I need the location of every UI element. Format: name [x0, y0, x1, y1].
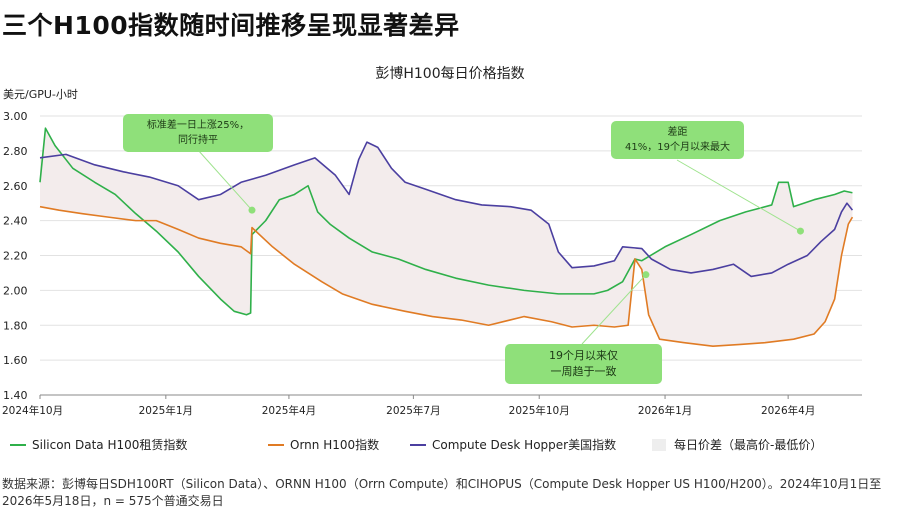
- chart-title: 彭博H100每日价格指数: [375, 66, 525, 82]
- source-note: 数据来源：彭博每日SDH100RT（Silicon Data）、ORNN H10…: [2, 477, 882, 508]
- annotation-dot: [248, 206, 256, 214]
- y-tick-label: 3.00: [3, 110, 28, 123]
- y-tick-label: 2.20: [3, 250, 28, 263]
- y-tick-label: 1.80: [3, 319, 28, 332]
- legend-label-spread: 每日价差（最高价-最低价）: [674, 438, 823, 452]
- y-tick-label: 2.00: [3, 284, 28, 297]
- annotation-leader: [197, 149, 253, 211]
- legend-label-ornn: Ornn H100指数: [290, 438, 380, 452]
- legend-item-ornn: Ornn H100指数: [268, 436, 379, 453]
- x-tick-label: 2025年7月: [386, 404, 440, 417]
- annotation-std-line1: 标准差一日上涨25%，: [146, 120, 250, 131]
- x-tick-label: 2025年1月: [139, 404, 193, 417]
- legend-swatch-silicon: [10, 443, 26, 446]
- annotation-converge-line1: 19个月以来仅: [549, 349, 618, 362]
- annotation-leader: [581, 274, 647, 345]
- annotation-box-std: 标准差一日上涨25%， 同行持平: [123, 114, 273, 152]
- annotation-gap-line1: 差距: [667, 127, 688, 138]
- annotation-dot: [796, 227, 804, 235]
- headline: 三个H100指数随时间推移呈现显著差异: [2, 11, 460, 40]
- series-line-ornn: [39, 205, 854, 347]
- annotation-box-gap: 差距 41%，19个月以来最大: [611, 121, 744, 159]
- y-axis-label: 美元/GPU-小时: [3, 88, 78, 101]
- legend-item-silicon: Silicon Data H100租赁指数: [10, 436, 187, 453]
- series-line-silicon: [39, 127, 853, 316]
- y-tick-label: 2.60: [3, 180, 28, 193]
- x-tick-label: 2025年4月: [262, 404, 316, 417]
- annotation-std-line2: 同行持平: [178, 135, 218, 146]
- y-tick-label: 2.80: [3, 145, 28, 158]
- x-tick-label: 2026年1月: [638, 404, 692, 417]
- annotation-converge-line2: 一周趋于一致: [550, 365, 617, 378]
- annotation-box-converge: 19个月以来仅 一周趋于一致: [505, 344, 662, 384]
- x-tick-label: 2024年10月: [2, 404, 63, 417]
- annotation-dot: [642, 271, 650, 279]
- legend-swatch-compute: [410, 443, 426, 446]
- x-tick-label: 2026年4月: [761, 404, 815, 417]
- series-line-compute: [39, 141, 854, 278]
- legend-label-silicon: Silicon Data H100租赁指数: [32, 438, 188, 452]
- y-tick-label: 2.40: [3, 215, 28, 228]
- legend-swatch-spread: [652, 438, 666, 451]
- legend-swatch-ornn: [268, 443, 284, 446]
- spread-band: [40, 128, 853, 347]
- x-tick-label: 2025年10月: [509, 404, 570, 417]
- y-tick-label: 1.40: [3, 389, 28, 402]
- legend: Silicon Data H100租赁指数 Ornn H100指数 Comput…: [0, 436, 900, 460]
- legend-label-compute: Compute Desk Hopper美国指数: [432, 438, 617, 452]
- y-tick-label: 1.60: [3, 354, 28, 367]
- legend-item-compute: Compute Desk Hopper美国指数: [410, 436, 616, 453]
- legend-item-spread: 每日价差（最高价-最低价）: [652, 436, 822, 453]
- annotation-gap-line2: 41%，19个月以来最大: [625, 142, 730, 153]
- annotation-leader: [676, 159, 801, 232]
